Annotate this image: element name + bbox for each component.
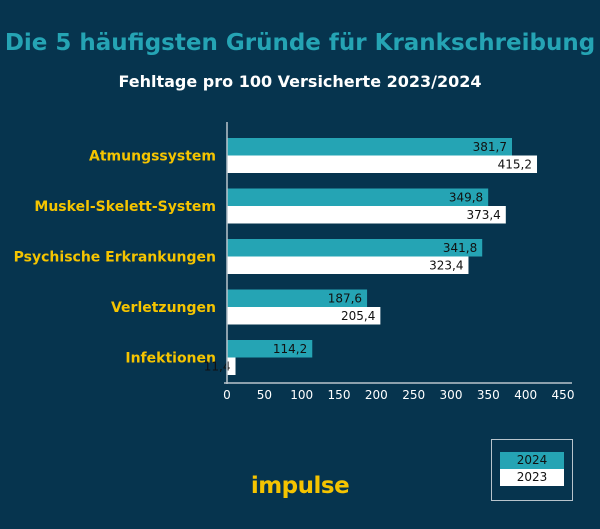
data-label: 373,4 [466, 208, 500, 222]
bar-2024 [227, 188, 489, 206]
x-tick-label: 450 [552, 388, 575, 402]
data-label: 11,4 [204, 360, 231, 374]
bar-2024 [227, 289, 368, 307]
category-label: Verletzungen [111, 300, 216, 316]
category-label: Atmungssystem [89, 149, 216, 165]
bar-2023 [227, 357, 236, 375]
logo: impulse [250, 473, 350, 499]
bar-2023 [227, 155, 538, 173]
legend-item-2023: 2023 [500, 469, 564, 486]
data-label: 114,2 [273, 342, 307, 356]
x-tick-label: 300 [440, 388, 463, 402]
chart-subtitle: Fehltage pro 100 Versicherte 2023/2024 [118, 72, 482, 91]
x-tick-label: 400 [514, 388, 537, 402]
bar-2023 [227, 256, 469, 274]
category-label: Muskel-Skelett-System [34, 199, 216, 215]
bar-2024 [227, 239, 483, 257]
data-label: 349,8 [449, 191, 483, 205]
legend: 2024 2023 [491, 439, 573, 501]
bar-2023 [227, 307, 381, 325]
legend-item-2024: 2024 [500, 452, 564, 469]
bar-2024 [227, 340, 313, 358]
x-tick-label: 250 [402, 388, 425, 402]
x-tick-label: 50 [257, 388, 272, 402]
x-tick-label: 100 [290, 388, 313, 402]
data-label: 187,6 [328, 292, 362, 306]
chart-title: Die 5 häufigsten Gründe für Krankschreib… [4, 30, 596, 56]
data-label: 415,2 [498, 158, 532, 172]
bar-2024 [227, 138, 513, 156]
data-label: 341,8 [443, 241, 477, 255]
x-tick-label: 200 [365, 388, 388, 402]
data-label: 381,7 [473, 140, 507, 154]
data-label: 323,4 [429, 259, 463, 273]
data-label: 205,4 [341, 309, 375, 323]
x-tick-label: 350 [477, 388, 500, 402]
x-tick-label: 0 [223, 388, 231, 402]
bar-2023 [227, 206, 506, 224]
x-tick-label: 150 [328, 388, 351, 402]
category-label: Psychische Erkrankungen [14, 250, 216, 266]
category-label: Infektionen [125, 351, 216, 367]
